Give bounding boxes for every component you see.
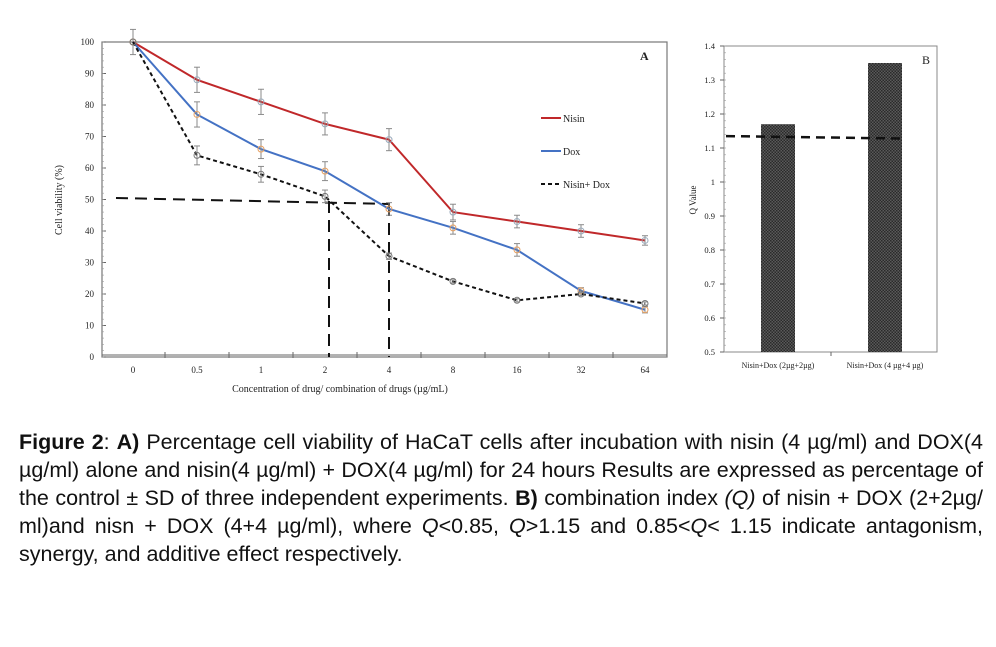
y-tick-label-b: 1: [711, 177, 715, 187]
caption-text-b3: <0.85,: [438, 514, 510, 538]
y-tick-label-a: 0: [90, 352, 95, 362]
data-point: [577, 290, 585, 298]
y-tick-label-b: 1.1: [704, 143, 715, 153]
y-tick-label-b: 0.7: [704, 279, 715, 289]
y-tick-label-a: 40: [85, 226, 95, 236]
x-tick-label-a: 32: [577, 365, 586, 375]
legend-label: Nisin: [563, 114, 585, 125]
data-point: [257, 170, 265, 178]
figure-caption: Figure 2: A) Percentage cell viability o…: [19, 430, 983, 566]
caption-text-b1: combination index: [537, 486, 725, 510]
data-point: [641, 236, 649, 244]
y-tick-label-b: 0.5: [704, 347, 715, 357]
chart-b: 0.5 0.6 0.7 0.8 0.9 1 1.1 1.2 1.3 1.4 Nisin+Dox (…: [688, 41, 938, 370]
data-point: [513, 218, 521, 226]
x-tick-label-a: 64: [641, 365, 651, 375]
y-tick-label-a: 30: [85, 258, 95, 268]
caption-a-label: A): [116, 430, 140, 454]
x-tick-label-a: 0.5: [191, 365, 203, 375]
data-point: [257, 98, 265, 106]
data-point: [257, 145, 265, 153]
legend-label: Nisin+ Dox: [563, 180, 610, 191]
x-axis-label-a: Concentration of drug/ combination of dr…: [232, 384, 448, 395]
y-tick-label-a: 60: [85, 163, 95, 173]
y-tick-label-b: 0.8: [704, 245, 715, 255]
y-tick-label-b: 0.9: [704, 211, 715, 221]
data-point: [449, 208, 457, 216]
x-tick-label-a: 1: [259, 365, 264, 375]
data-point: [321, 192, 329, 200]
caption-text-b5: < 1.15 indicate antagonism, synergy, and…: [19, 514, 983, 566]
y-tick-label-a: 70: [85, 132, 95, 142]
x-tick-label-a: 4: [387, 365, 392, 375]
legend-label: Dox: [563, 147, 580, 158]
plot-frame-a: [101, 41, 668, 358]
y-tick-label-a: 10: [85, 321, 95, 331]
bar-b: [868, 63, 902, 352]
data-point: [193, 76, 201, 84]
data-point: [449, 277, 457, 285]
plot-frame-b: [723, 45, 938, 353]
y-tick-label-a: 20: [85, 289, 95, 299]
data-point: [321, 120, 329, 128]
x-tick-label-a: 2: [323, 365, 328, 375]
x-tick-label-a: 8: [451, 365, 456, 375]
y-tick-label-b: 1.4: [704, 41, 715, 51]
caption-figure-label: Figure 2: [19, 430, 104, 454]
y-tick-label-a: 100: [81, 37, 95, 47]
data-point: [513, 296, 521, 304]
caption-text-b4: >1.15 and 0.85<: [525, 514, 691, 538]
data-point: [577, 227, 585, 235]
data-point: [385, 136, 393, 144]
x-tick-label-a: 0: [131, 365, 136, 375]
caption-q2: Q: [509, 514, 526, 538]
y-tick-label-b: 1.2: [704, 109, 715, 119]
caption-q-paren: (Q): [724, 486, 756, 510]
data-point: [449, 224, 457, 232]
x-tick-label-a: 16: [513, 365, 523, 375]
x-tick-label-b: Nisin+Dox (2µg+2µg): [742, 361, 815, 370]
y-tick-label-a: 80: [85, 100, 95, 110]
data-point: [129, 38, 137, 46]
y-tick-label-b: 1.3: [704, 75, 715, 85]
y-tick-label-b: 0.6: [704, 313, 715, 323]
caption-q3: Q: [690, 514, 708, 538]
data-point: [321, 167, 329, 175]
data-point: [513, 246, 521, 254]
data-point: [641, 299, 649, 307]
data-point: [385, 252, 393, 260]
caption-text-b2: of nisin + DOX (2+2µg/ ml)and nisn + DOX…: [19, 486, 983, 538]
panel-label-a: A: [640, 49, 649, 63]
y-axis-label-a: Cell viability (%): [54, 165, 65, 235]
data-point: [385, 205, 393, 213]
caption-b-label: B): [515, 486, 538, 510]
ic50-horizontal-line: [115, 197, 391, 205]
legend-a: Nisin Dox Nisin+ Dox: [541, 114, 610, 191]
caption-q1: Q: [421, 514, 439, 538]
y-tick-label-a: 50: [85, 195, 95, 205]
y-axis-label-b: Q Value: [688, 185, 698, 214]
bar-b: [761, 124, 795, 352]
x-tick-label-b: Nisin+Dox (4 µg+4 µg): [847, 361, 924, 370]
panel-label-b: B: [922, 53, 930, 67]
caption-text-a: Percentage cell viability of HaCaT cells…: [19, 430, 983, 510]
data-point: [193, 151, 201, 159]
y-tick-label-a: 90: [85, 69, 95, 79]
data-point: [193, 110, 201, 118]
